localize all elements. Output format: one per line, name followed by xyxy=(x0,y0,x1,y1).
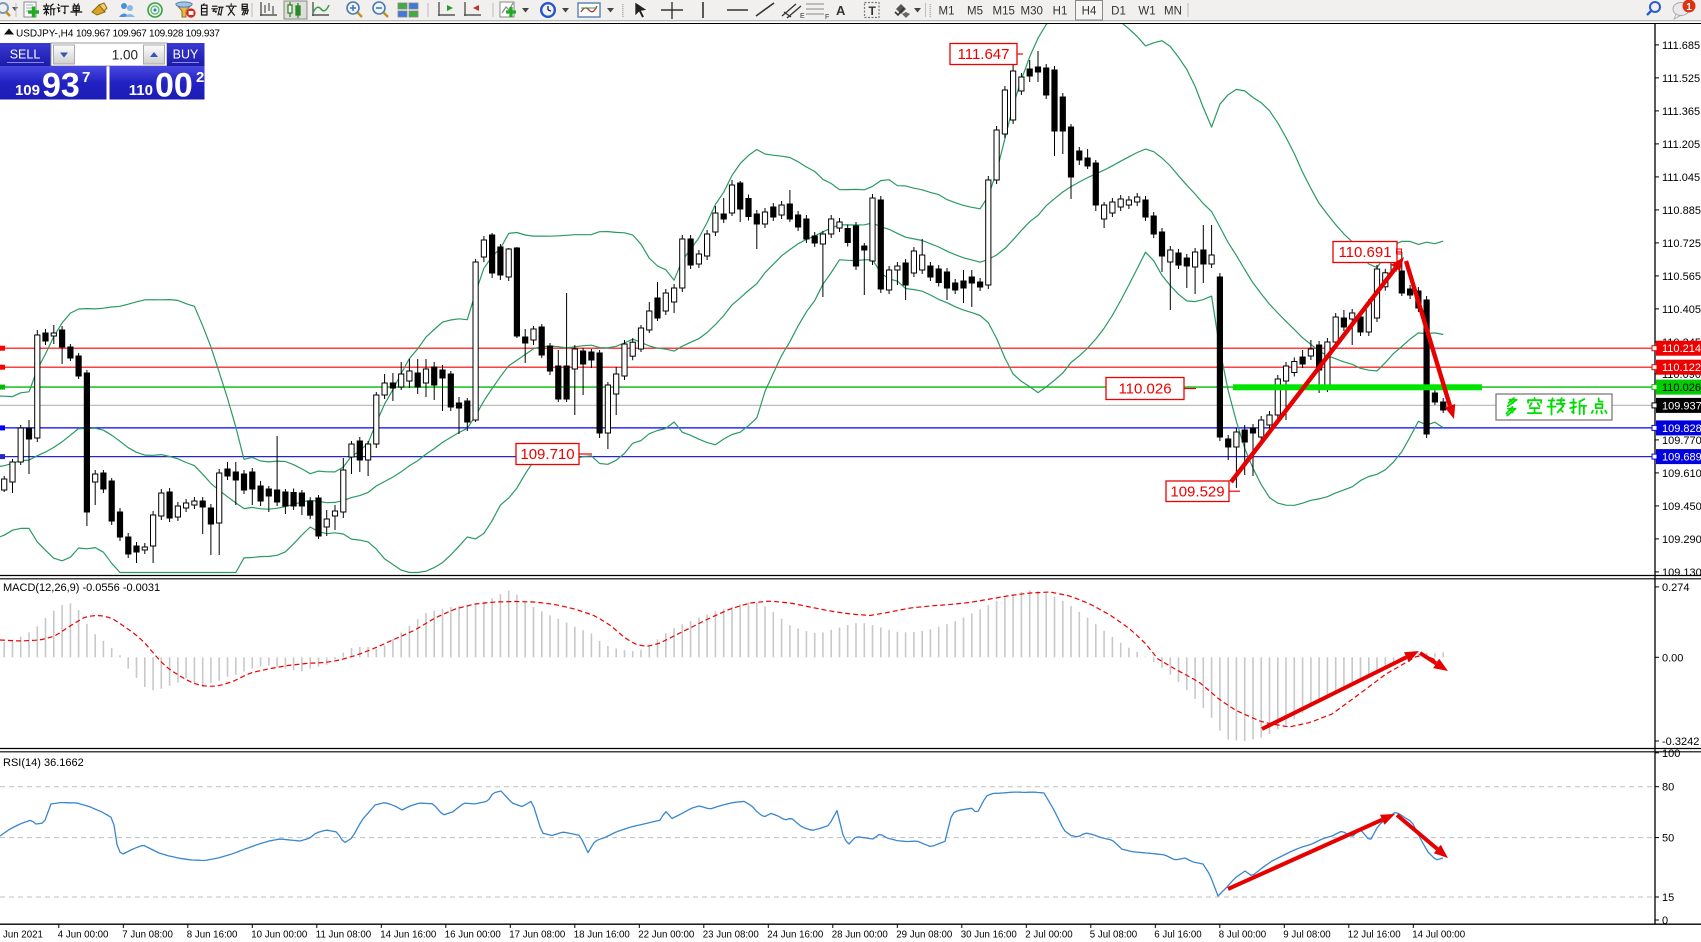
svg-text:110.026: 110.026 xyxy=(1118,381,1171,398)
svg-text:4 Jun 00:00: 4 Jun 00:00 xyxy=(58,930,109,941)
svg-text:Jun 2021: Jun 2021 xyxy=(3,930,43,941)
svg-text:22 Jun 00:00: 22 Jun 00:00 xyxy=(638,930,695,941)
svg-text:-0.3242: -0.3242 xyxy=(1662,736,1699,748)
svg-text:15: 15 xyxy=(1662,892,1674,904)
svg-text:1: 1 xyxy=(1686,2,1692,13)
svg-text:109.529: 109.529 xyxy=(1170,483,1224,500)
svg-text:109.130: 109.130 xyxy=(1662,567,1701,579)
svg-text:23 Jun 08:00: 23 Jun 08:00 xyxy=(703,930,760,941)
svg-text:M30: M30 xyxy=(1021,6,1043,18)
svg-text:111.365: 111.365 xyxy=(1662,106,1700,118)
svg-text:M1: M1 xyxy=(939,6,955,18)
svg-text:16 Jun 00:00: 16 Jun 00:00 xyxy=(445,930,502,941)
svg-text:RSI(14) 36.1662: RSI(14) 36.1662 xyxy=(3,757,84,769)
svg-text:111.045: 111.045 xyxy=(1662,172,1700,184)
svg-text:80: 80 xyxy=(1662,782,1674,794)
svg-text:93: 93 xyxy=(42,67,80,105)
svg-text:0.274: 0.274 xyxy=(1662,582,1690,594)
svg-text:50: 50 xyxy=(1662,833,1674,845)
svg-text:SELL: SELL xyxy=(10,48,41,62)
svg-text:109.937: 109.937 xyxy=(1662,400,1701,412)
svg-text:E: E xyxy=(800,13,805,20)
svg-text:100: 100 xyxy=(1662,748,1680,760)
svg-text:110.885: 110.885 xyxy=(1662,205,1701,217)
svg-text:6 Jul 16:00: 6 Jul 16:00 xyxy=(1154,930,1202,941)
svg-text:111.647: 111.647 xyxy=(958,46,1010,63)
svg-text:111.525: 111.525 xyxy=(1662,73,1700,85)
svg-text:MACD(12,26,9) -0.0556 -0.0031: MACD(12,26,9) -0.0556 -0.0031 xyxy=(3,582,160,594)
svg-text:110.725: 110.725 xyxy=(1662,238,1701,250)
svg-text:109: 109 xyxy=(15,82,40,99)
svg-text:110.565: 110.565 xyxy=(1662,271,1701,283)
svg-text:8 Jun 16:00: 8 Jun 16:00 xyxy=(187,930,238,941)
svg-text:110: 110 xyxy=(129,82,153,99)
svg-text:11 Jun 08:00: 11 Jun 08:00 xyxy=(316,930,372,941)
svg-text:7 Jun 08:00: 7 Jun 08:00 xyxy=(122,930,173,941)
svg-text:H4: H4 xyxy=(1082,6,1097,18)
svg-text:109.828: 109.828 xyxy=(1662,423,1701,435)
svg-text:110.026: 110.026 xyxy=(1662,382,1701,394)
svg-text:M15: M15 xyxy=(993,6,1015,18)
svg-text:5 Jul 08:00: 5 Jul 08:00 xyxy=(1090,930,1138,941)
svg-text:00: 00 xyxy=(155,67,193,105)
svg-text:T: T xyxy=(869,4,877,18)
svg-text:18 Jun 16:00: 18 Jun 16:00 xyxy=(574,930,631,941)
svg-text:MN: MN xyxy=(1164,6,1182,18)
svg-text:7: 7 xyxy=(82,69,90,86)
svg-text:29 Jun 08:00: 29 Jun 08:00 xyxy=(896,930,953,941)
svg-text:109.290: 109.290 xyxy=(1662,534,1701,546)
svg-text:12 Jul 16:00: 12 Jul 16:00 xyxy=(1348,930,1401,941)
svg-text:109.770: 109.770 xyxy=(1662,435,1701,447)
svg-text:110.691: 110.691 xyxy=(1338,244,1391,261)
svg-text:24 Jun 16:00: 24 Jun 16:00 xyxy=(767,930,824,941)
svg-text:USDJPY-,H4: USDJPY-,H4 xyxy=(16,29,74,40)
svg-text:F: F xyxy=(825,14,829,21)
svg-text:2: 2 xyxy=(196,69,204,86)
svg-text:111.205: 111.205 xyxy=(1662,139,1700,151)
svg-text:109.710: 109.710 xyxy=(520,446,574,463)
svg-text:8 Jul 00:00: 8 Jul 00:00 xyxy=(1219,930,1267,941)
svg-text:110.122: 110.122 xyxy=(1662,362,1701,374)
svg-text:9 Jul 08:00: 9 Jul 08:00 xyxy=(1283,930,1331,941)
svg-text:0: 0 xyxy=(1662,915,1668,927)
svg-text:2 Jul 00:00: 2 Jul 00:00 xyxy=(1025,930,1073,941)
svg-text:H1: H1 xyxy=(1053,6,1068,18)
svg-text:W1: W1 xyxy=(1138,6,1155,18)
svg-text:109.450: 109.450 xyxy=(1662,501,1701,513)
svg-text:10 Jun 00:00: 10 Jun 00:00 xyxy=(251,930,308,941)
svg-text:109.610: 109.610 xyxy=(1662,468,1701,480)
svg-text:109.967 109.967 109.928 109.93: 109.967 109.967 109.928 109.937 xyxy=(76,29,220,40)
svg-text:BUY: BUY xyxy=(173,48,199,62)
svg-text:30 Jun 16:00: 30 Jun 16:00 xyxy=(961,930,1018,941)
svg-text:14 Jun 16:00: 14 Jun 16:00 xyxy=(380,930,437,941)
svg-text:D1: D1 xyxy=(1111,6,1126,18)
svg-text:111.685: 111.685 xyxy=(1662,40,1700,52)
svg-text:A: A xyxy=(836,3,846,18)
svg-text:14 Jul 00:00: 14 Jul 00:00 xyxy=(1412,930,1465,941)
svg-text:28 Jun 00:00: 28 Jun 00:00 xyxy=(832,930,889,941)
svg-text:110.214: 110.214 xyxy=(1662,343,1701,355)
svg-text:109.689: 109.689 xyxy=(1662,452,1701,464)
svg-text:M5: M5 xyxy=(967,6,983,18)
svg-text:0.00: 0.00 xyxy=(1662,652,1683,664)
svg-text:110.405: 110.405 xyxy=(1662,304,1701,316)
svg-text:1.00: 1.00 xyxy=(112,48,138,63)
svg-text:17 Jun 08:00: 17 Jun 08:00 xyxy=(509,930,566,941)
